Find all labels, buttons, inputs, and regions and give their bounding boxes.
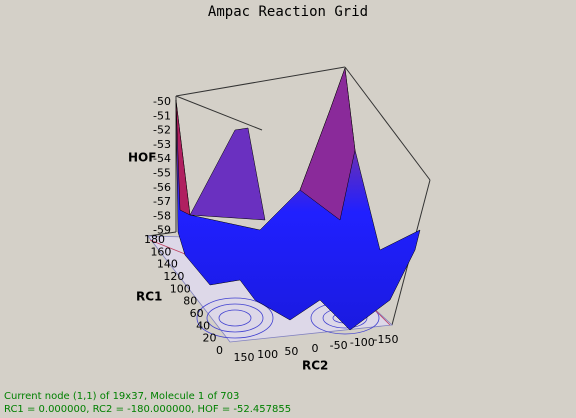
z-tick-label: -59 bbox=[153, 224, 171, 237]
x-tick-label: -50 bbox=[330, 339, 348, 352]
status-line: RC1 = 0.000000, RC2 = -180.000000, HOF =… bbox=[4, 404, 291, 415]
x-axis-label: RC2 bbox=[302, 359, 328, 373]
z-tick-label: -58 bbox=[153, 209, 171, 222]
y-tick-label: 180 bbox=[144, 233, 165, 246]
z-tick-label: -54 bbox=[153, 152, 171, 165]
y-tick-label: 40 bbox=[196, 319, 210, 332]
surface bbox=[175, 67, 421, 331]
x-tick-label: -100 bbox=[350, 336, 375, 349]
z-tick-label: -57 bbox=[153, 195, 171, 208]
y-axis-label: RC1 bbox=[136, 290, 162, 304]
x-tick-label: -150 bbox=[374, 333, 399, 346]
z-tick-label: -52 bbox=[153, 124, 171, 137]
y-tick-label: 80 bbox=[183, 295, 197, 308]
x-tick-label: 150 bbox=[234, 351, 255, 364]
y-tick-label: 20 bbox=[203, 332, 217, 345]
z-axis-label: HOF bbox=[128, 151, 156, 165]
x-tick-label: 50 bbox=[284, 345, 298, 358]
y-tick-label: 60 bbox=[190, 307, 204, 320]
y-tick-label: 160 bbox=[150, 245, 171, 258]
status-line: Current node (1,1) of 19x37, Molecule 1 … bbox=[4, 391, 239, 402]
z-tick-label: -50 bbox=[153, 95, 171, 108]
y-tick-label: 0 bbox=[216, 344, 223, 357]
y-tick-label: 120 bbox=[163, 270, 184, 283]
z-tick-label: -56 bbox=[153, 181, 171, 194]
y-tick-label: 140 bbox=[157, 258, 178, 271]
z-tick-label: -53 bbox=[153, 138, 171, 151]
z-tick-label: -51 bbox=[153, 109, 171, 122]
z-tick-label: -55 bbox=[153, 167, 171, 180]
title: Ampac Reaction Grid bbox=[208, 4, 368, 20]
y-tick-label: 100 bbox=[170, 282, 191, 295]
x-tick-label: 100 bbox=[257, 348, 278, 361]
x-tick-label: 0 bbox=[312, 342, 319, 355]
